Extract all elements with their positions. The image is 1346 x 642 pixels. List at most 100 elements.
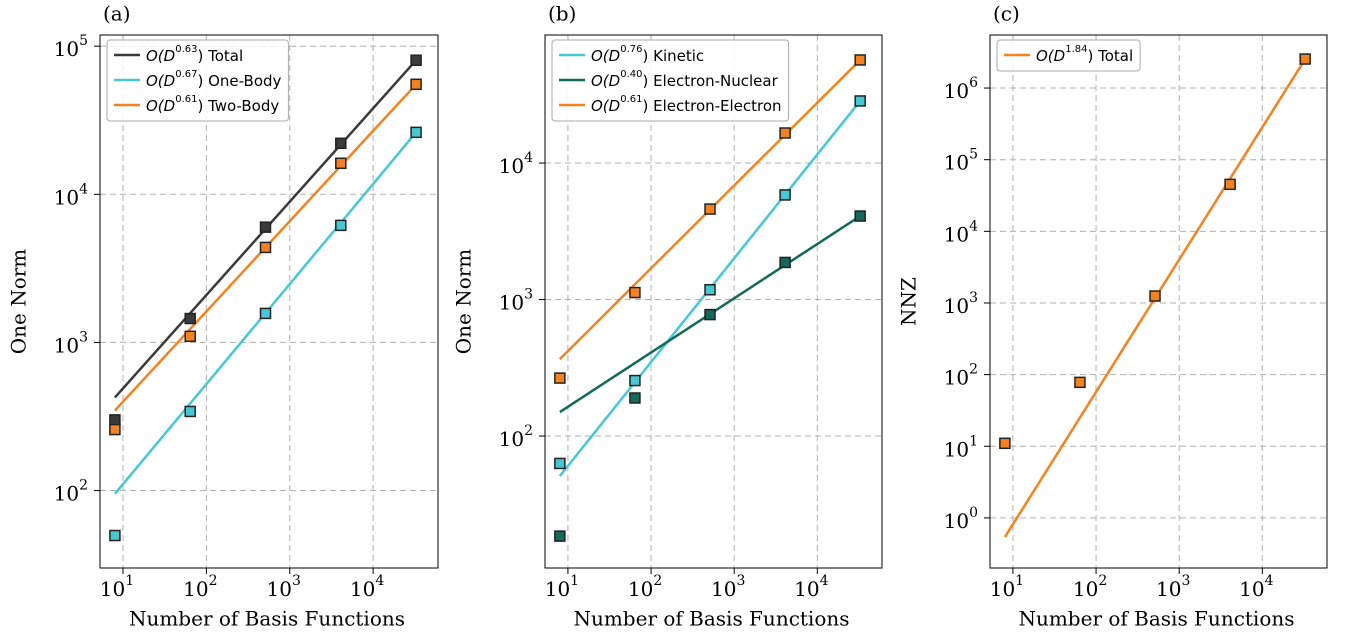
tick-exponent: 5 <box>969 147 978 163</box>
data-point <box>854 210 866 222</box>
tick-exponent: 4 <box>524 150 533 166</box>
data-point <box>335 219 347 232</box>
data-point <box>410 78 422 91</box>
tick-exponent: 3 <box>1181 573 1190 589</box>
data-point <box>184 405 196 418</box>
legend-label: O(D0.61) Electron-Electron <box>591 94 782 115</box>
legend-exponent: 0.40 <box>620 69 642 80</box>
legend-text: ) Total <box>1087 47 1133 65</box>
tick-base: 10 <box>944 79 969 103</box>
data-point <box>629 392 641 404</box>
x-axis-label: Number of Basis Functions <box>573 607 849 631</box>
data-point <box>629 374 641 387</box>
tick-base: 10 <box>944 437 969 461</box>
y-tick-label: 100 <box>944 505 978 533</box>
data-point <box>554 530 566 542</box>
tick-exponent: 2 <box>209 573 218 589</box>
y-tick-label: 104 <box>944 218 978 246</box>
data-point <box>704 283 716 296</box>
data-point <box>704 308 716 321</box>
data-point <box>109 423 121 436</box>
data-point <box>854 54 866 66</box>
y-tick-label: 103 <box>499 287 533 315</box>
y-tick-label: 105 <box>944 147 978 175</box>
legend-text: O(D <box>146 97 175 115</box>
data-point <box>259 307 272 320</box>
data-point <box>779 127 791 139</box>
legend-exponent: 1.84 <box>1065 44 1087 55</box>
y-tick-label: 101 <box>944 433 978 461</box>
tick-exponent: 1 <box>1015 573 1024 589</box>
legend-exponent: 0.67 <box>175 69 197 80</box>
tick-base: 10 <box>350 577 375 601</box>
data-point <box>779 256 791 269</box>
x-tick-label: 103 <box>1156 573 1190 601</box>
legend-label: O(D0.76) Kinetic <box>591 44 704 65</box>
data-point <box>335 157 347 170</box>
data-point <box>1224 178 1236 191</box>
tick-base: 10 <box>545 577 570 601</box>
x-tick-label: 101 <box>545 573 579 601</box>
data-point <box>1299 53 1311 65</box>
legend: O(D1.84) Total <box>996 39 1141 72</box>
legend-text: ) Electron-Nuclear <box>642 72 778 90</box>
legend-label: O(D0.67) One-Body <box>146 69 282 90</box>
x-tick-label: 102 <box>628 573 662 601</box>
tick-base: 10 <box>944 508 969 532</box>
y-tick-label: 106 <box>944 75 978 103</box>
tick-exponent: 4 <box>1265 573 1274 589</box>
legend-exponent: 0.63 <box>175 44 197 55</box>
data-point <box>184 330 196 343</box>
tick-base: 10 <box>990 577 1015 601</box>
tick-exponent: 4 <box>820 573 829 589</box>
legend-label: O(D0.61) Two-Body <box>146 94 279 115</box>
tick-base: 10 <box>628 577 653 601</box>
tick-exponent: 4 <box>79 181 88 197</box>
y-tick-label: 105 <box>54 33 88 61</box>
tick-base: 10 <box>183 577 208 601</box>
tick-base: 10 <box>1239 577 1264 601</box>
tick-exponent: 1 <box>969 433 978 449</box>
tick-base: 10 <box>499 290 524 314</box>
tick-exponent: 2 <box>653 573 662 589</box>
data-point <box>184 312 196 325</box>
legend-label: O(D0.63) Total <box>146 44 243 65</box>
y-axis-label: One Norm <box>452 249 476 355</box>
tick-base: 10 <box>794 577 819 601</box>
x-tick-label: 104 <box>1239 573 1273 601</box>
x-tick-label: 102 <box>183 573 217 601</box>
legend-text: O(D <box>146 72 175 90</box>
tick-exponent: 0 <box>969 505 978 521</box>
tick-base: 10 <box>100 577 125 601</box>
panel-label: (b) <box>548 2 576 26</box>
legend-frame <box>106 39 289 122</box>
plot-frame <box>99 34 439 569</box>
legend-text: O(D <box>591 47 620 65</box>
tick-base: 10 <box>711 577 736 601</box>
data-point <box>1149 290 1161 302</box>
panel: 101 102 103 104100101102103104105106(c)Numb… <box>897 2 1328 631</box>
legend-frame <box>996 39 1141 72</box>
data-point <box>259 221 272 233</box>
tick-base: 10 <box>944 293 969 317</box>
tick-exponent: 3 <box>79 329 88 345</box>
tick-base: 10 <box>267 577 292 601</box>
legend-exponent: 0.76 <box>620 44 642 55</box>
x-tick-label: 103 <box>267 573 301 601</box>
x-tick-label: 101 <box>990 573 1024 601</box>
x-axis-label: Number of Basis Functions <box>129 607 405 631</box>
tick-exponent: 3 <box>292 573 301 589</box>
y-tick-label: 102 <box>499 423 533 451</box>
y-tick-label: 104 <box>54 181 88 209</box>
legend-text: ) Total <box>197 47 243 65</box>
tick-exponent: 4 <box>375 573 384 589</box>
plot-frame <box>989 34 1328 569</box>
tick-exponent: 5 <box>79 33 88 49</box>
y-tick-label: 103 <box>944 290 978 318</box>
y-tick-label: 102 <box>54 478 88 506</box>
data-point <box>554 457 566 470</box>
tick-exponent: 3 <box>969 290 978 306</box>
legend-text: O(D <box>591 97 620 115</box>
